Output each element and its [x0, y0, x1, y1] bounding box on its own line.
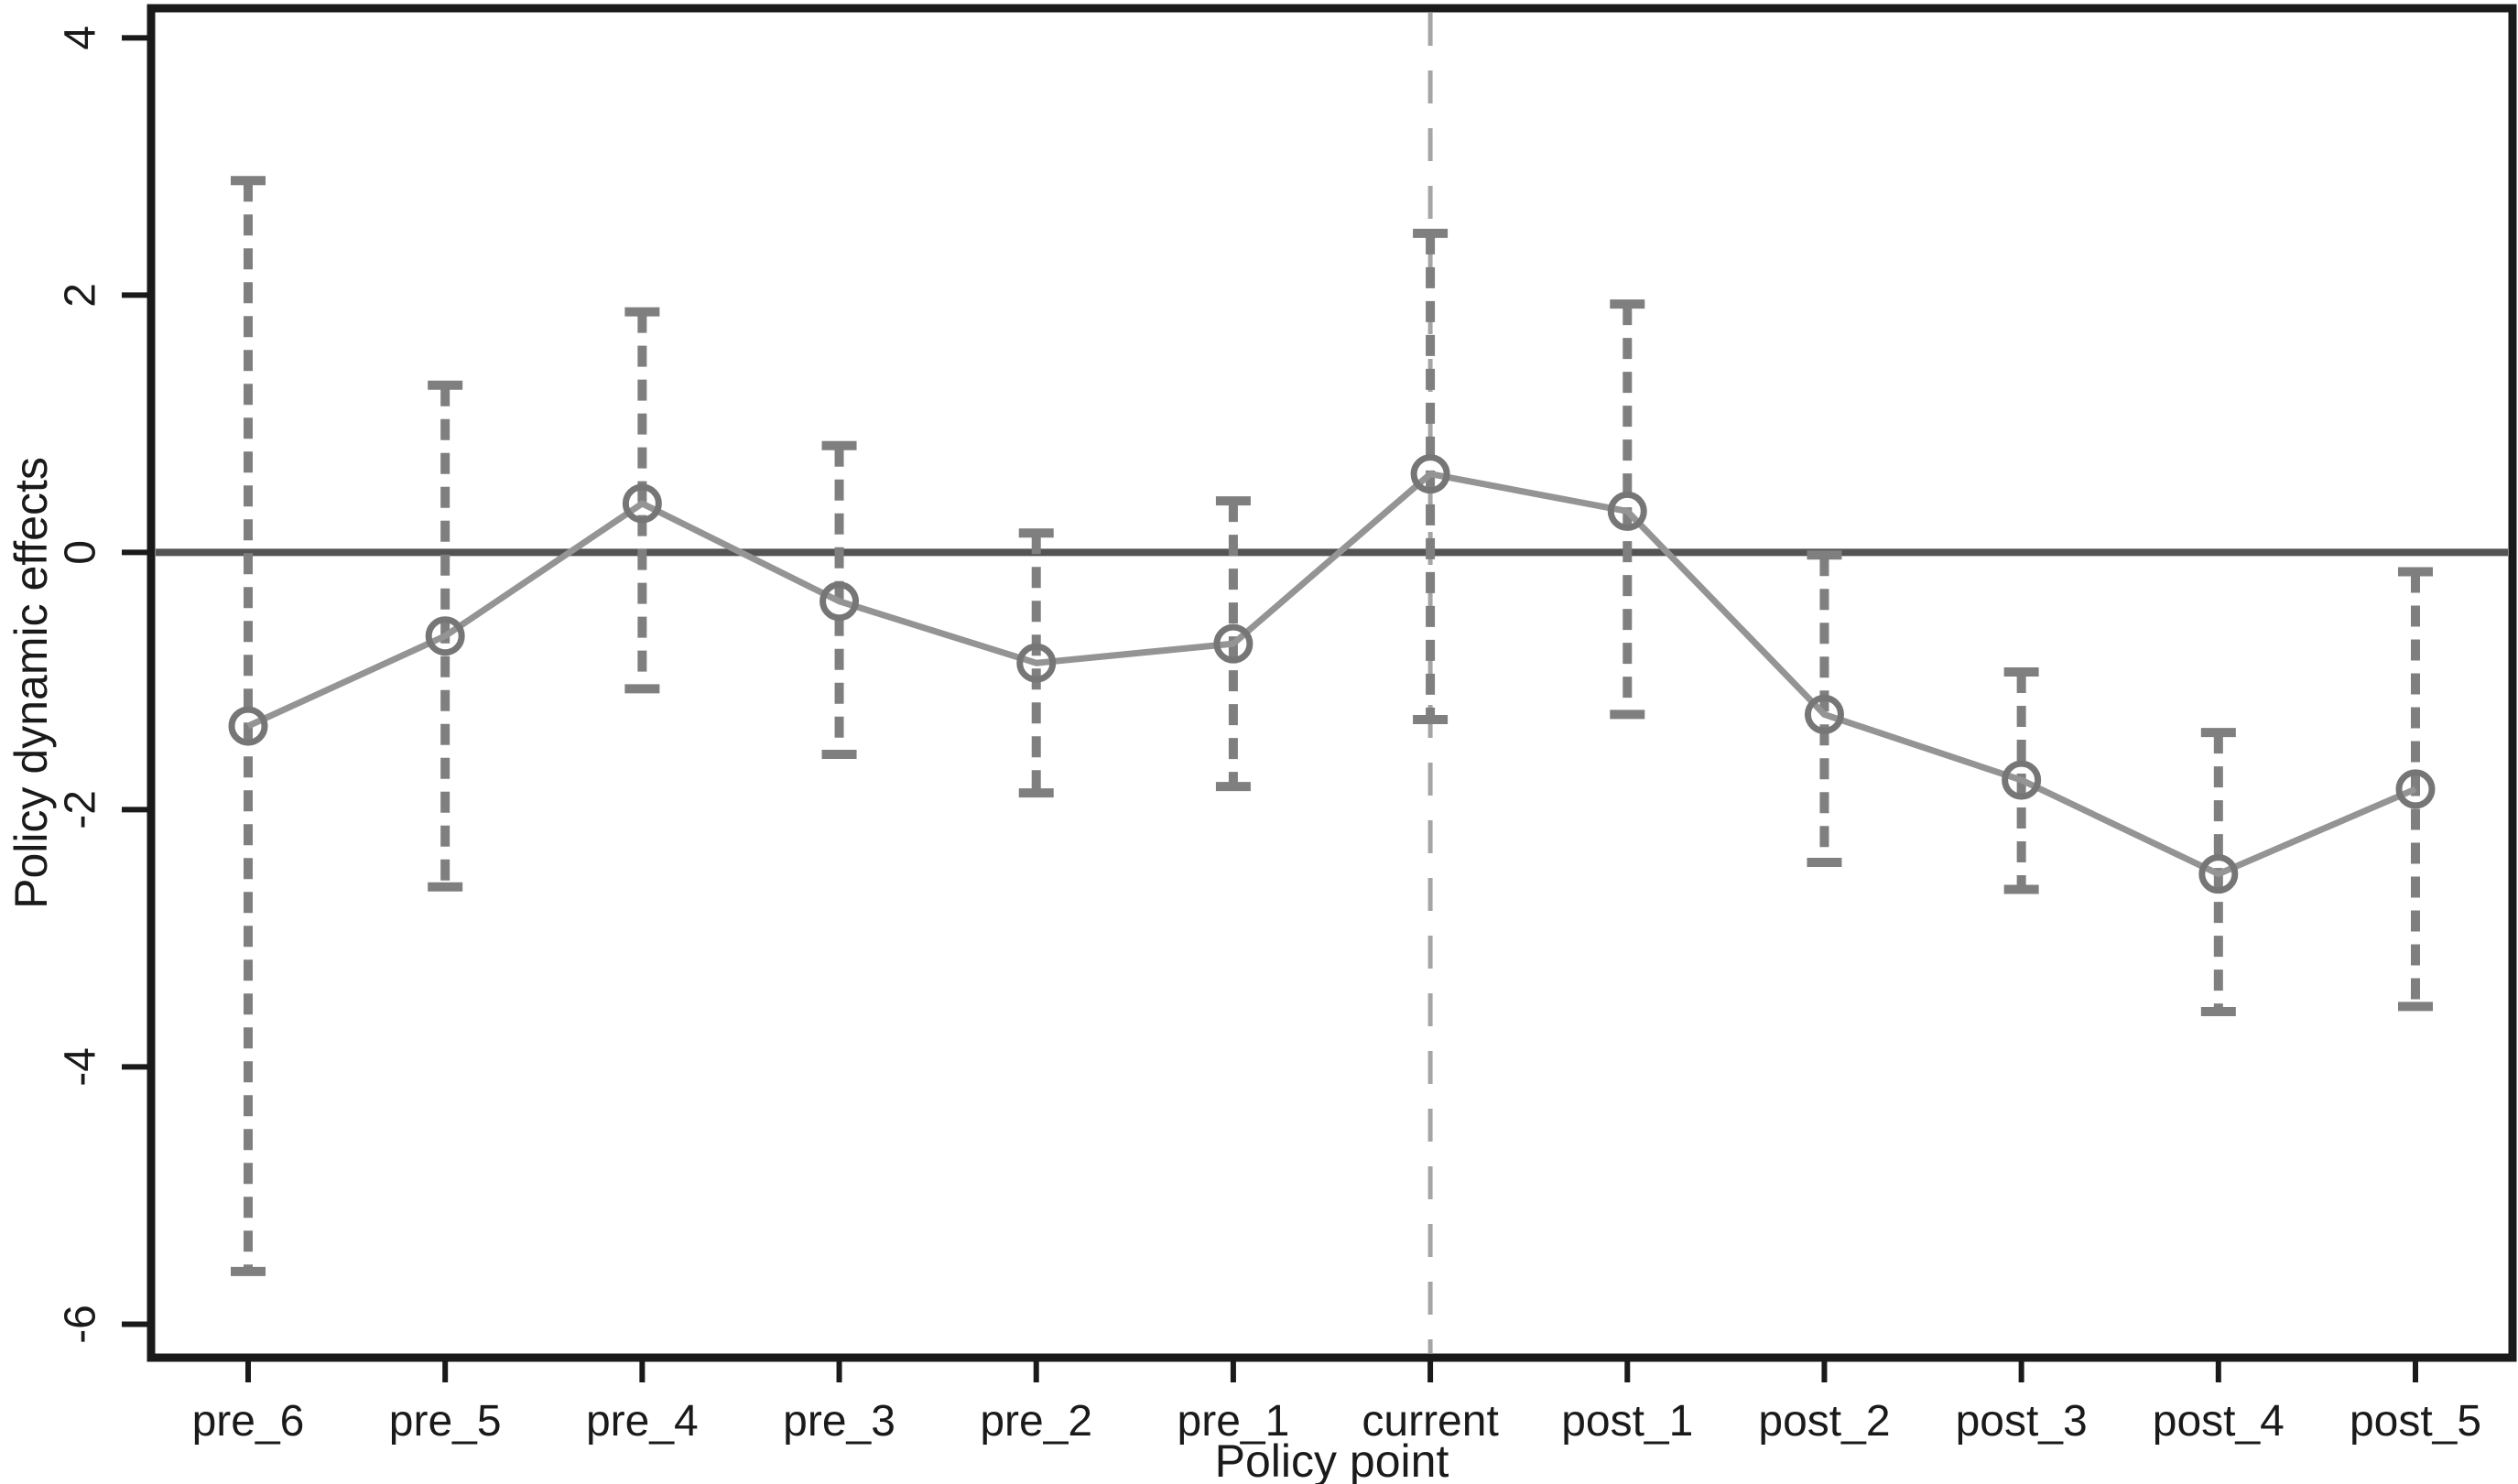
x-axis-tick-label-current: current — [1362, 1397, 1498, 1446]
x-axis-tick-label-post_5: post_5 — [2350, 1397, 2481, 1446]
x-axis-tick-label-pre_5: pre_5 — [389, 1397, 502, 1446]
plot-frame — [147, 4, 2517, 1362]
data-point-marker-post_2 — [1804, 694, 1844, 734]
y-axis-tick-label: -2 — [57, 790, 105, 829]
data-point-marker-pre_6 — [228, 706, 268, 746]
x-axis-tick-label-pre_1: pre_1 — [1178, 1397, 1290, 1446]
y-axis-tick-label: 4 — [57, 26, 105, 50]
y-axis-tick-label: -6 — [57, 1305, 105, 1344]
series-line-estimate — [246, 471, 2417, 878]
data-point-marker-pre_2 — [1016, 643, 1057, 683]
data-point-marker-pre_1 — [1213, 623, 1254, 664]
x-axis-tick-label-post_1: post_1 — [1561, 1397, 1693, 1446]
x-axis-tick-label-pre_3: pre_3 — [783, 1397, 895, 1446]
x-axis-tick-label-post_3: post_3 — [1956, 1397, 2088, 1446]
data-point-marker-post_1 — [1607, 491, 1647, 531]
data-point-marker-pre_5 — [425, 616, 465, 656]
data-point-marker-current — [1410, 454, 1450, 494]
y-axis-tick-label: 2 — [57, 283, 105, 308]
data-point-marker-post_4 — [2198, 854, 2239, 894]
x-axis-tick-label-pre_4: pre_4 — [586, 1397, 699, 1446]
y-axis-tick-label: -4 — [57, 1047, 105, 1087]
x-axis-tick-label-pre_2: pre_2 — [980, 1397, 1092, 1446]
x-axis-tick-label-post_2: post_2 — [1758, 1397, 1890, 1446]
y-axis-tick-label: 0 — [57, 540, 105, 565]
x-axis-tick-label-post_4: post_4 — [2153, 1397, 2285, 1446]
data-point-marker-pre_3 — [819, 581, 860, 622]
data-point-marker-post_3 — [2002, 760, 2042, 800]
data-point-marker-post_5 — [2395, 769, 2436, 809]
x-axis-title: Policy point — [1215, 1435, 1449, 1484]
x-axis-tick-label-pre_6: pre_6 — [192, 1397, 305, 1446]
y-axis-title: Policy dynamic effects — [5, 457, 57, 909]
data-point-marker-pre_4 — [622, 483, 662, 524]
